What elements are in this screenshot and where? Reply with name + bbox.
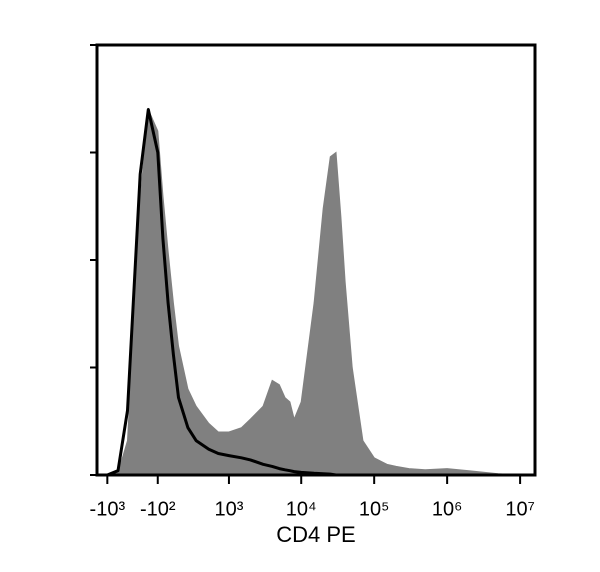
x-tick-label: 10⁴ <box>286 498 317 520</box>
x-tick-label: 10³ <box>214 498 243 520</box>
x-axis-label: CD4 PE <box>276 522 355 547</box>
x-tick-label: 10⁶ <box>432 498 462 520</box>
x-tick-label: -10³ <box>90 498 126 520</box>
area <box>97 107 535 476</box>
x-tick-label: 10⁵ <box>359 498 390 520</box>
x-tick-label: 10⁷ <box>505 498 534 520</box>
x-tick-label: -10² <box>140 498 176 520</box>
